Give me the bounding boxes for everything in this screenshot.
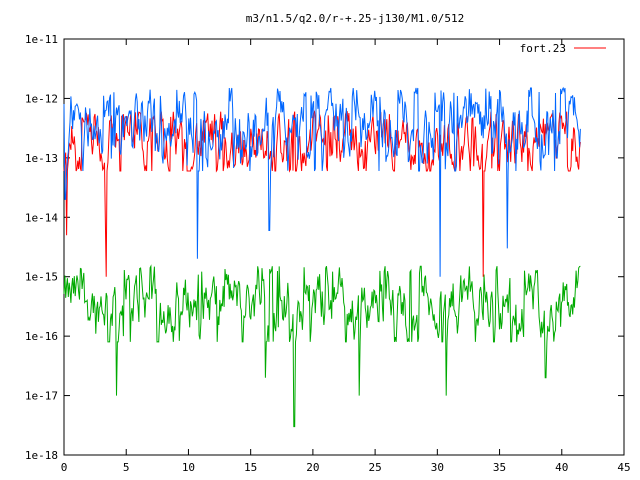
axis-ticks: 0 5 10 15 20 25 30 35 40 45 1e-11 1e-12 1e-13 1e-14 1e… <box>25 33 631 474</box>
series-line-2 <box>63 264 581 428</box>
legend-label-fort23: fort.23 <box>520 42 566 55</box>
plot-frame <box>63 38 625 456</box>
y-tick-label: 1e-12 <box>25 92 58 105</box>
x-tick-label: 35 <box>493 461 506 474</box>
x-tick-label: 10 <box>182 461 195 474</box>
y-tick-label: 1e-18 <box>25 449 58 462</box>
y-tick-label: 1e-15 <box>25 271 58 284</box>
x-tick-label: 25 <box>368 461 381 474</box>
x-tick-label: 0 <box>61 461 68 474</box>
y-tick-label: 1e-17 <box>25 390 58 403</box>
legend: fort.23 <box>520 42 606 55</box>
series-layer <box>63 86 581 428</box>
y-tick-label: 1e-14 <box>25 211 58 224</box>
chart-title: m3/n1.5/q2.0/r-+.25-j130/M1.0/512 <box>246 12 465 25</box>
y-tick-label: 1e-11 <box>25 33 58 46</box>
x-tick-label: 15 <box>244 461 257 474</box>
series-line-0 <box>63 110 581 277</box>
x-tick-label: 20 <box>306 461 319 474</box>
x-tick-label: 40 <box>555 461 568 474</box>
x-tick-label: 30 <box>431 461 444 474</box>
y-tick-label: 1e-16 <box>25 330 58 343</box>
y-tick-label: 1e-13 <box>25 152 58 165</box>
series-line-1 <box>63 86 581 277</box>
x-tick-label: 45 <box>617 461 630 474</box>
x-tick-label: 5 <box>123 461 130 474</box>
